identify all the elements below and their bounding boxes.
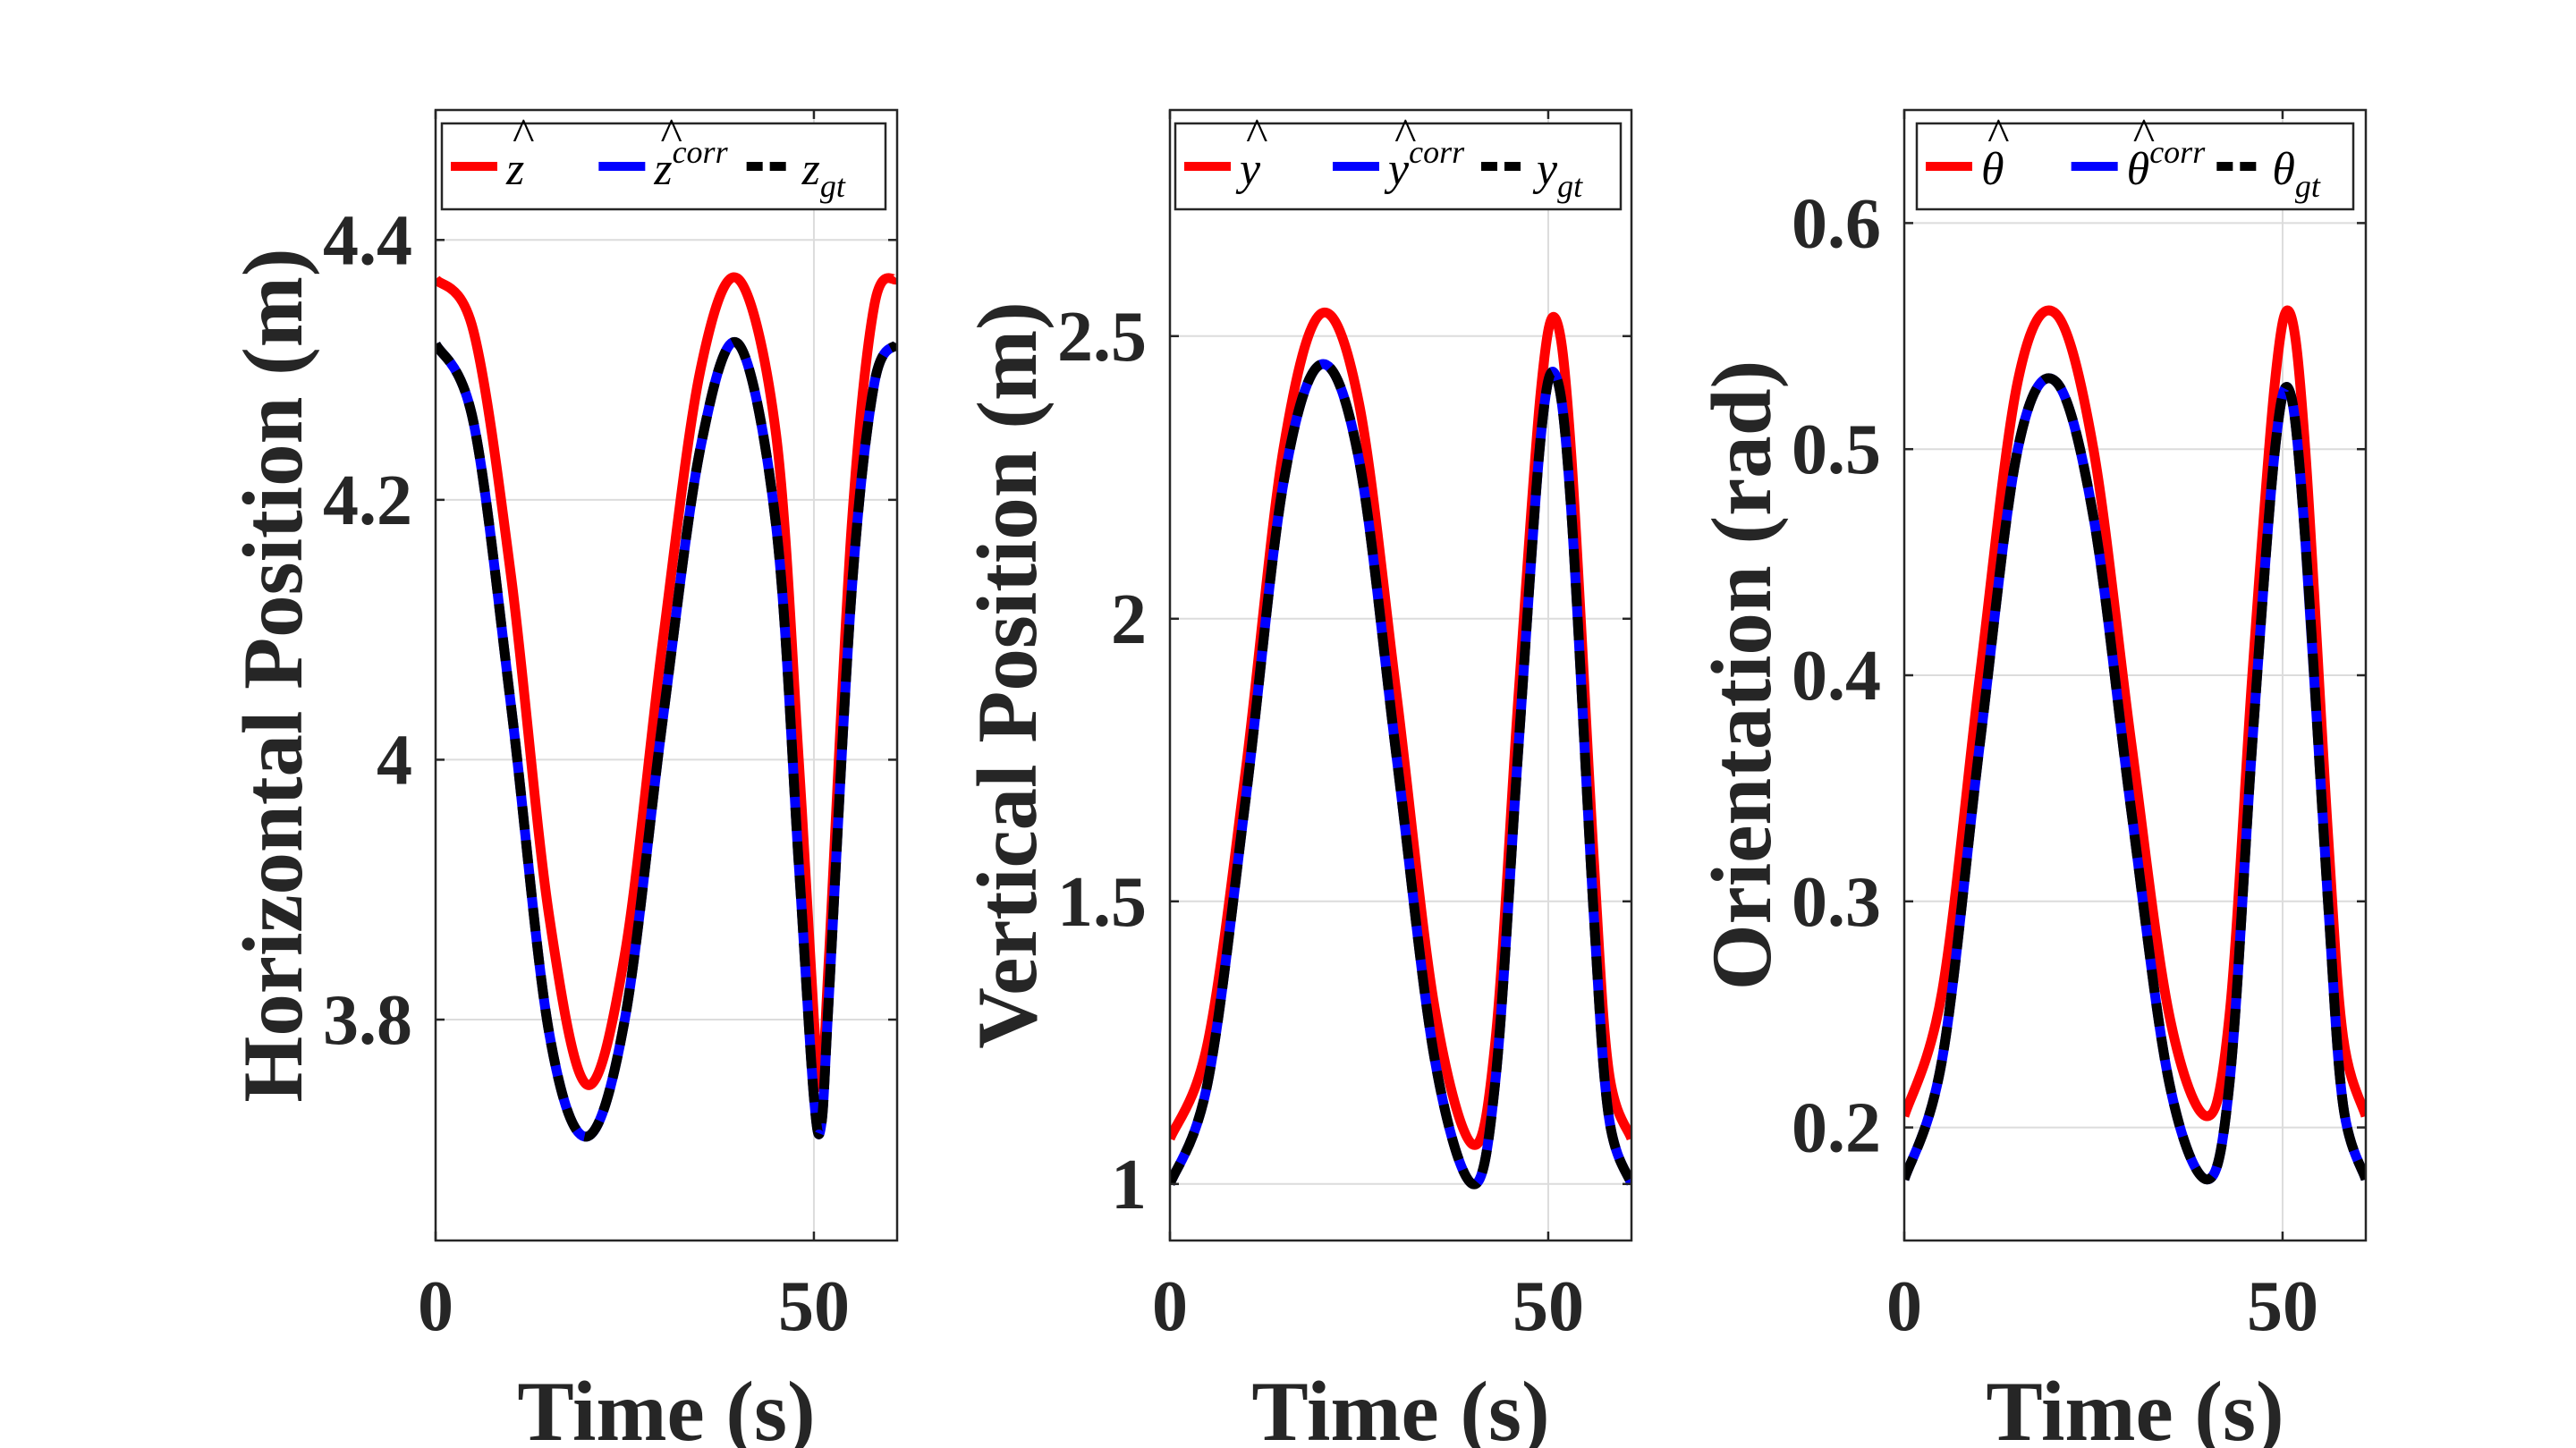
chart-2: 1 1.5 2 2.5 0 50 Time (s) Vertical Position (m)… xyxy=(960,108,1633,1448)
legend-label: θgt xyxy=(2272,144,2321,204)
legend-hat-accent: ^ xyxy=(1245,110,1267,161)
x-axis-label: Time (s) xyxy=(1986,1364,2284,1448)
y-tick-label: 2 xyxy=(1111,580,1147,659)
series-line-y-gt xyxy=(1170,359,1631,1190)
legend-hat-accent: ^ xyxy=(2132,110,2155,161)
legend-label: z xyxy=(505,144,524,195)
x-tick-label: 0 xyxy=(1152,1267,1188,1346)
x-tick-label: 50 xyxy=(2247,1267,2318,1346)
y-tick-label: 3.8 xyxy=(323,981,412,1060)
x-tick-label: 50 xyxy=(1513,1267,1584,1346)
y-axis-label: Orientation (rad) xyxy=(1694,360,1789,990)
y-tick-label: 4 xyxy=(377,721,412,800)
legend-hat-accent: ^ xyxy=(1394,110,1416,161)
legend-hat-accent: ^ xyxy=(1987,110,2009,161)
x-tick-label: 50 xyxy=(778,1267,850,1346)
y-tick-label: 0.5 xyxy=(1792,411,1881,489)
chart-3: 0.2 0.3 0.4 0.5 0.6 0 50 Time (s) Orientation (r… xyxy=(1694,108,2368,1448)
x-tick-label: 0 xyxy=(418,1267,453,1346)
x-axis-label: Time (s) xyxy=(517,1364,815,1448)
legend-label: zgt xyxy=(801,144,846,204)
legend-hat-accent: ^ xyxy=(512,110,534,161)
legend-label: y xyxy=(1235,144,1261,195)
series-line-theta-hat xyxy=(1904,305,2366,1122)
x-axis-label: Time (s) xyxy=(1251,1364,1549,1448)
legend-box xyxy=(1174,122,1623,211)
legend-label: zcorr xyxy=(653,134,728,195)
y-tick-label: 0.4 xyxy=(1792,637,1881,716)
y-axis-label: Horizontal Position (m) xyxy=(225,248,320,1102)
legend: θ^θcorr^θgt xyxy=(1915,110,2355,211)
y-tick-label: 4.4 xyxy=(323,201,412,280)
legend-box xyxy=(1915,122,2355,211)
y-tick-label: 0.6 xyxy=(1792,184,1881,263)
legend-label: ycorr xyxy=(1384,134,1465,195)
legend-label: θcorr xyxy=(2127,134,2207,195)
axes-box xyxy=(434,108,899,1242)
series-line-theta-gt xyxy=(1904,373,2366,1185)
legend-label: θ xyxy=(1981,144,2004,195)
y-tick-label: 1.5 xyxy=(1057,863,1147,942)
y-tick-label: 2.5 xyxy=(1057,298,1147,377)
y-axis-label: Vertical Position (m) xyxy=(960,301,1055,1048)
y-tick-label: 0.3 xyxy=(1792,863,1881,942)
legend: z^zcorr^zgt xyxy=(440,110,887,211)
legend-label: ygt xyxy=(1532,144,1583,204)
chart-1: 3.8 4 4.2 4.4 0 50 Time (s) Horizontal Position… xyxy=(225,108,899,1448)
legend-hat-accent: ^ xyxy=(659,110,682,161)
legend: y^ycorr^ygt xyxy=(1174,110,1623,211)
legend-box xyxy=(440,122,887,211)
series-line-z-gt xyxy=(436,336,897,1142)
y-tick-label: 1 xyxy=(1111,1146,1147,1224)
x-tick-label: 0 xyxy=(1886,1267,1922,1346)
y-tick-label: 4.2 xyxy=(323,461,412,540)
axes-box xyxy=(1168,108,1633,1242)
y-tick-label: 0.2 xyxy=(1792,1089,1881,1168)
